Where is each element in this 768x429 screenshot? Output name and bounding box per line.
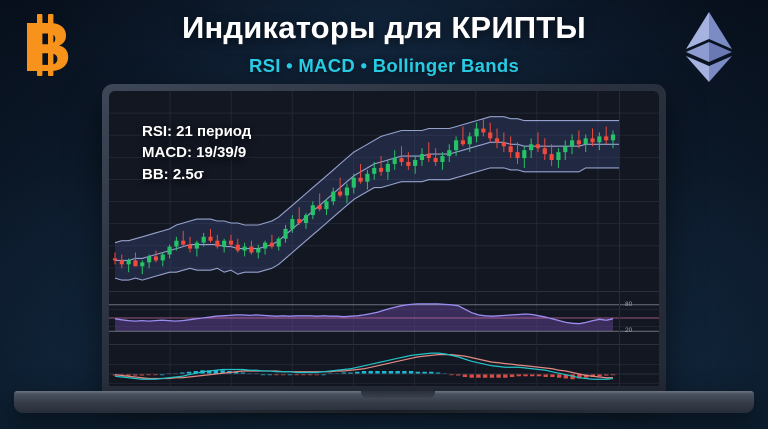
price-panel[interactable] — [109, 91, 659, 290]
page-subtitle: RSI • MACD • Bollinger Bands — [248, 55, 520, 76]
price-axis-gutter — [619, 91, 659, 290]
rsi-panel[interactable]: 80 20 — [109, 292, 659, 344]
laptop-base — [14, 391, 754, 413]
rsi-level-label-80: 80 — [625, 300, 633, 308]
indicator-settings-overlay: RSI: 21 период MACD: 19/39/9 BB: 2.5σ — [142, 121, 251, 185]
overlay-bb-line: BB: 2.5σ — [142, 165, 204, 183]
panel-separator-1 — [109, 291, 659, 292]
panel-separator-2 — [109, 344, 659, 345]
macd-axis-gutter — [619, 346, 659, 386]
laptop-screen: 80 20 RSI: 21 период MACD: 19/39/9 BB: 2… — [109, 91, 659, 386]
ethereum-logo — [686, 12, 732, 82]
rsi-level-label-20: 20 — [625, 327, 633, 335]
page-title: Индикаторы для КРИПТЫ — [182, 10, 586, 45]
overlay-macd-line: MACD: 19/39/9 — [142, 144, 247, 162]
laptop-lid: 80 20 RSI: 21 период MACD: 19/39/9 BB: 2… — [102, 84, 666, 397]
overlay-rsi-line: RSI: 21 период — [142, 123, 252, 140]
rsi-axis-gutter: 80 20 — [619, 292, 659, 344]
laptop-base-notch — [361, 391, 435, 398]
macd-panel[interactable] — [109, 346, 659, 386]
bitcoin-logo — [27, 14, 69, 76]
laptop-mockup: 80 20 RSI: 21 период MACD: 19/39/9 BB: 2… — [0, 84, 768, 429]
laptop-shadow — [60, 410, 708, 426]
